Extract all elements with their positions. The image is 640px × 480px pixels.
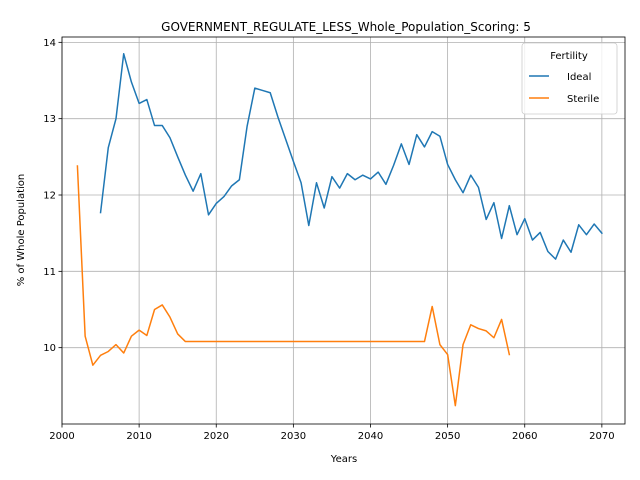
y-axis-label: % of Whole Population	[16, 174, 27, 287]
chart-title: GOVERNMENT_REGULATE_LESS_Whole_Populatio…	[161, 20, 531, 34]
x-tick-label: 2070	[589, 431, 614, 442]
y-tick-label: 14	[43, 38, 56, 49]
legend-label-sterile: Sterile	[567, 94, 599, 105]
x-tick-label: 2060	[512, 431, 537, 442]
legend-box	[521, 42, 618, 115]
series-line-ideal	[99, 53, 603, 260]
plot-series	[76, 53, 603, 407]
x-tick-label: 2000	[49, 431, 74, 442]
x-axis: 2000 2010 2020 2030 2040 2050 2060 2070	[49, 424, 615, 442]
x-tick-label: 2050	[435, 431, 460, 442]
x-tick-label: 2020	[204, 431, 229, 442]
y-tick-label: 13	[43, 114, 56, 125]
legend: Fertility Ideal Sterile	[521, 42, 618, 115]
x-tick-label: 2030	[281, 431, 306, 442]
series-line-sterile	[76, 165, 511, 407]
plot-frame	[61, 36, 626, 425]
y-axis: 10 11 12 13 14	[43, 38, 62, 354]
y-tick-label: 12	[43, 191, 56, 202]
legend-title: Fertility	[550, 51, 588, 62]
legend-label-ideal: Ideal	[567, 72, 591, 83]
y-tick-label: 11	[43, 267, 56, 278]
x-tick-label: 2010	[126, 431, 151, 442]
x-tick-label: 2040	[358, 431, 383, 442]
x-axis-label: Years	[330, 454, 357, 465]
y-tick-label: 10	[43, 343, 56, 354]
